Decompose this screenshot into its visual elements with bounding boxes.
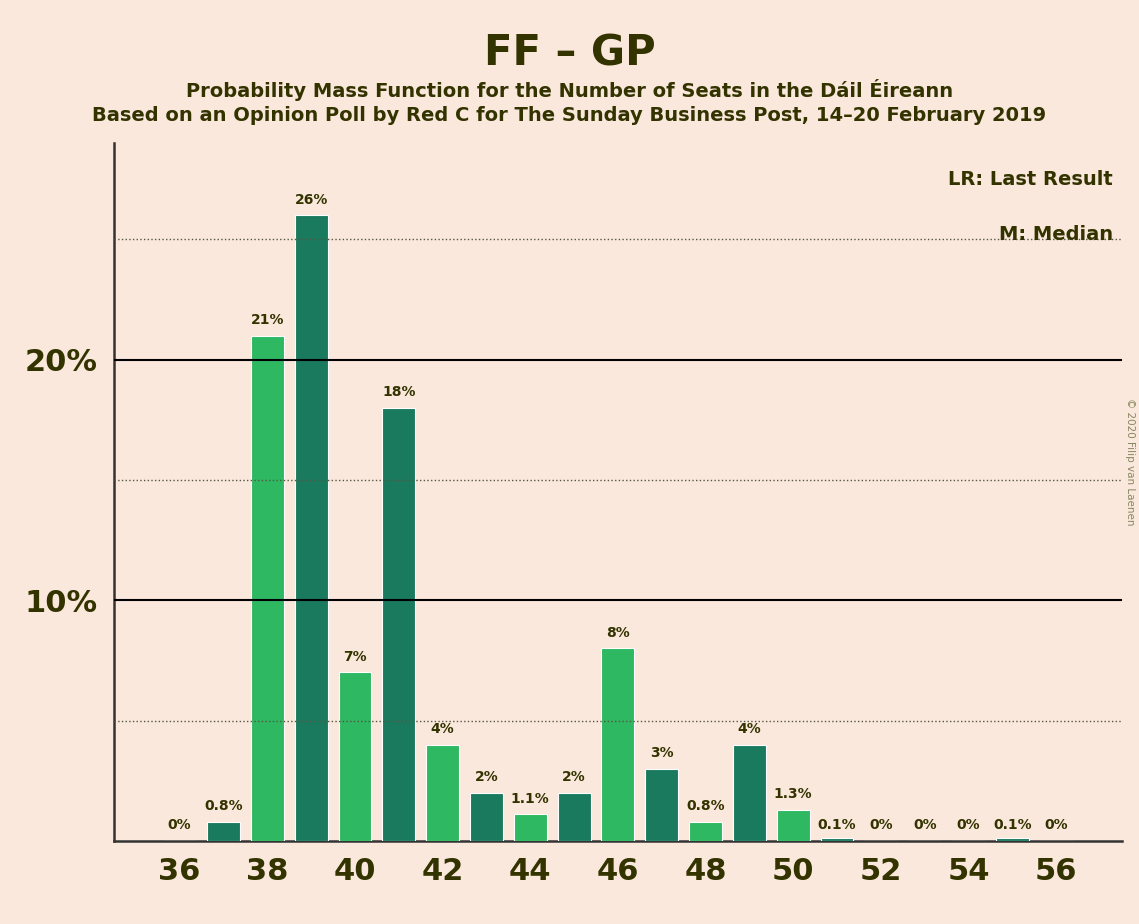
- Bar: [338, 673, 371, 841]
- Bar: [470, 793, 502, 841]
- Text: 0%: 0%: [912, 819, 936, 833]
- Text: FF – GP: FF – GP: [484, 32, 655, 74]
- Text: 2%: 2%: [563, 771, 585, 784]
- Text: 0.1%: 0.1%: [818, 819, 857, 833]
- Text: 18%: 18%: [382, 385, 416, 399]
- Text: 4%: 4%: [738, 723, 761, 736]
- Text: 3%: 3%: [650, 747, 673, 760]
- Text: 1.1%: 1.1%: [511, 792, 550, 806]
- Text: © 2020 Filip van Laenen: © 2020 Filip van Laenen: [1125, 398, 1134, 526]
- Bar: [251, 335, 284, 841]
- Bar: [207, 821, 240, 841]
- Text: 0%: 0%: [869, 819, 893, 833]
- Text: M: Median: M: Median: [999, 225, 1113, 244]
- Text: Based on an Opinion Poll by Red C for The Sunday Business Post, 14–20 February 2: Based on an Opinion Poll by Red C for Th…: [92, 106, 1047, 126]
- Bar: [383, 407, 416, 841]
- Text: 0%: 0%: [1044, 819, 1068, 833]
- Bar: [777, 809, 810, 841]
- Text: 4%: 4%: [431, 723, 454, 736]
- Bar: [295, 215, 328, 841]
- Bar: [734, 745, 765, 841]
- Text: 0%: 0%: [167, 819, 191, 833]
- Text: 2%: 2%: [475, 771, 498, 784]
- Bar: [601, 649, 634, 841]
- Text: 0.8%: 0.8%: [204, 799, 243, 813]
- Bar: [820, 838, 853, 841]
- Text: 7%: 7%: [343, 650, 367, 664]
- Text: 0%: 0%: [957, 819, 981, 833]
- Bar: [646, 769, 678, 841]
- Text: 26%: 26%: [295, 193, 328, 207]
- Text: Probability Mass Function for the Number of Seats in the Dáil Éireann: Probability Mass Function for the Number…: [186, 79, 953, 101]
- Bar: [689, 821, 722, 841]
- Text: 0.8%: 0.8%: [687, 799, 724, 813]
- Text: 1.3%: 1.3%: [773, 787, 812, 801]
- Bar: [514, 814, 547, 841]
- Text: 0.1%: 0.1%: [993, 819, 1032, 833]
- Bar: [995, 838, 1029, 841]
- Text: 8%: 8%: [606, 626, 630, 640]
- Text: LR: Last Result: LR: Last Result: [949, 170, 1113, 188]
- Text: 21%: 21%: [251, 313, 284, 327]
- Bar: [558, 793, 590, 841]
- Bar: [426, 745, 459, 841]
